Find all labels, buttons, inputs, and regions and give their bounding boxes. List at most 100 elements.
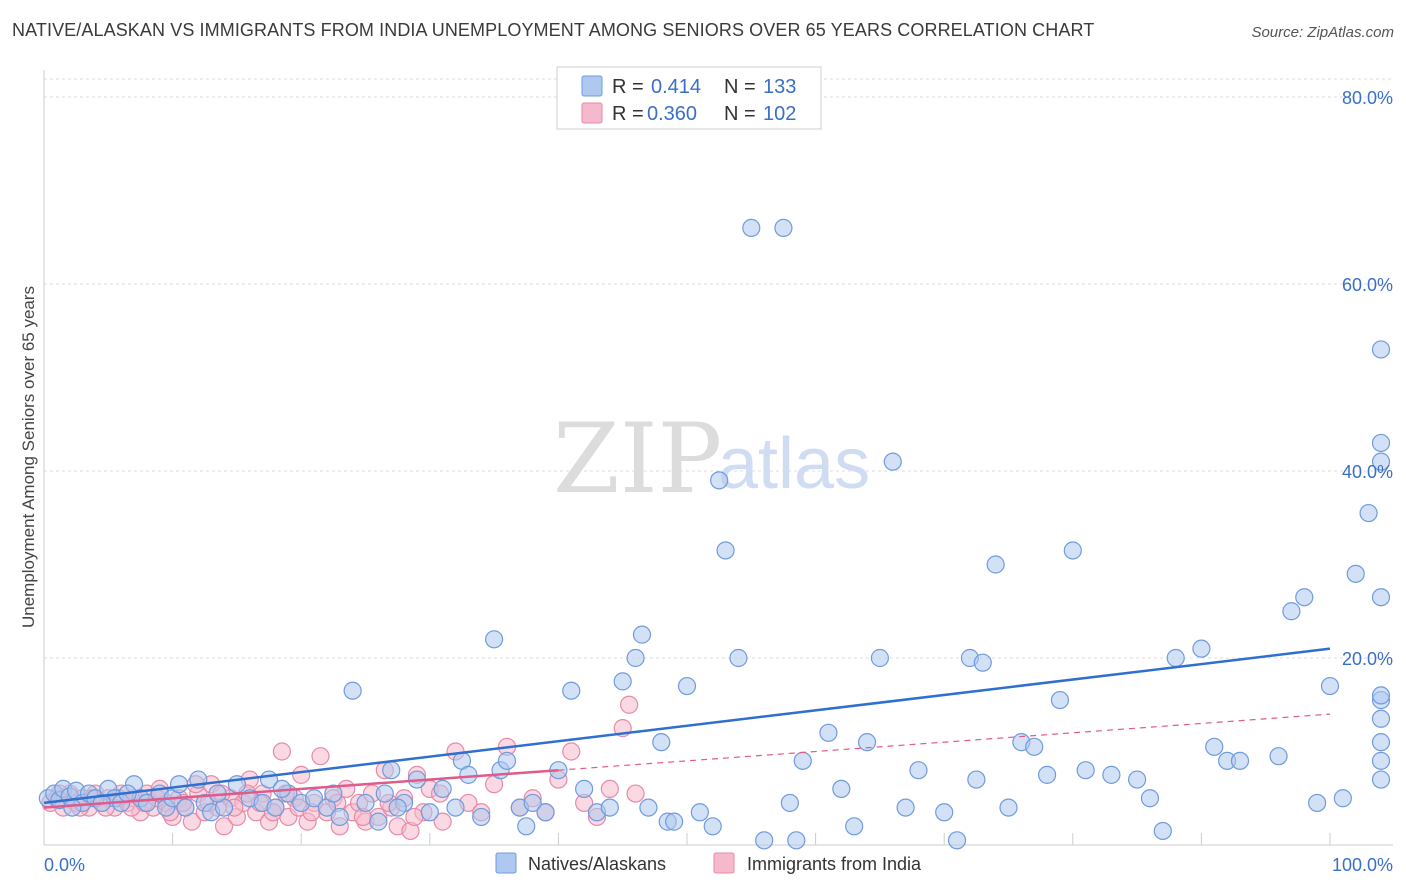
data-point-natives <box>1371 770 1391 789</box>
data-point-natives <box>433 779 452 799</box>
data-point-natives <box>1359 503 1378 523</box>
data-point-natives <box>632 625 652 644</box>
data-point-natives <box>755 831 774 850</box>
data-point-india <box>311 747 330 766</box>
data-point-natives <box>459 765 478 784</box>
data-point-natives <box>1140 789 1160 808</box>
data-point-natives <box>1320 676 1340 696</box>
data-point-natives <box>1037 765 1057 784</box>
watermark: ZIP atlas <box>553 403 870 515</box>
data-point-natives <box>703 817 722 836</box>
data-point-natives <box>575 779 594 799</box>
data-point-natives <box>375 784 394 803</box>
legend-swatch-pink <box>581 102 603 124</box>
data-point-natives <box>1308 793 1327 813</box>
y-tick-label: 20.0% <box>1342 649 1393 669</box>
data-point-natives <box>967 770 986 789</box>
data-point-india <box>626 784 645 803</box>
data-point-natives <box>1269 747 1288 766</box>
legend-row-india: R = 0.360 N = 102 <box>581 102 796 125</box>
data-point-natives <box>999 798 1018 817</box>
data-point-natives <box>1371 686 1391 705</box>
chart-source: Source: ZipAtlas.com <box>1251 24 1394 41</box>
watermark-zip: ZIP <box>553 403 722 515</box>
x-tick-label: 100.0% <box>1332 855 1393 875</box>
legend-swatch-blue <box>581 75 603 97</box>
legend-row-natives: R = 0.414 N = 133 <box>581 75 796 98</box>
data-point-natives <box>819 723 838 742</box>
data-point-natives <box>986 555 1005 574</box>
legend-r-value: 0.360 <box>647 103 697 125</box>
data-point-india <box>433 812 452 831</box>
data-point-natives <box>787 831 806 850</box>
data-point-natives <box>935 803 954 822</box>
data-point-natives <box>169 775 189 794</box>
data-point-natives <box>883 452 902 471</box>
data-point-natives <box>1371 751 1391 770</box>
legend-n-label: N = <box>724 76 756 98</box>
data-point-natives <box>1063 541 1082 560</box>
data-point-natives <box>716 541 735 560</box>
data-point-natives <box>1076 761 1095 780</box>
trend-lines <box>43 647 1331 809</box>
bottom-legend: Natives/Alaskans Immigrants from India <box>495 852 922 874</box>
data-point-natives <box>485 630 504 649</box>
data-point-natives <box>1371 733 1391 752</box>
data-point-natives <box>562 681 581 700</box>
data-point-natives <box>1371 433 1391 453</box>
data-point-natives <box>613 672 632 691</box>
data-point-natives <box>690 803 709 822</box>
data-point-natives <box>266 798 285 817</box>
data-point-natives <box>896 798 915 817</box>
data-point-natives <box>536 803 555 822</box>
watermark-atlas: atlas <box>718 424 870 504</box>
data-point-natives <box>1127 770 1147 789</box>
data-point-natives <box>1025 737 1044 756</box>
data-point-natives <box>1346 564 1365 583</box>
x-tick-labels: 0.0% 100.0% <box>44 855 1393 875</box>
data-point-natives <box>356 793 375 813</box>
data-point-natives <box>1102 765 1121 784</box>
data-point-natives <box>1371 452 1391 471</box>
data-point-natives <box>652 733 671 752</box>
data-point-natives <box>845 817 864 836</box>
y-tick-label: 40.0% <box>1342 462 1393 482</box>
data-point-india <box>272 742 292 761</box>
data-point-natives <box>324 784 343 803</box>
data-point-natives <box>832 779 851 799</box>
trend-line-india <box>43 768 559 809</box>
y-tick-label: 60.0% <box>1342 275 1393 295</box>
data-point-natives <box>304 789 324 808</box>
data-point-natives <box>639 798 658 817</box>
data-point-natives <box>1205 737 1224 756</box>
chart-title: NATIVE/ALASKAN VS IMMIGRANTS FROM INDIA … <box>12 20 1095 40</box>
data-point-natives <box>677 676 697 696</box>
data-point-natives <box>1282 602 1301 621</box>
data-point-natives <box>1371 709 1391 728</box>
axes <box>43 70 1393 846</box>
data-point-natives <box>63 798 82 817</box>
data-point-india <box>600 779 619 799</box>
data-point-india <box>214 817 234 836</box>
data-point-natives <box>793 751 812 770</box>
data-point-natives <box>523 793 542 813</box>
data-point-natives <box>857 733 877 752</box>
data-point-natives <box>1230 751 1250 770</box>
data-point-natives <box>1333 789 1352 808</box>
data-point-natives <box>780 793 799 813</box>
y-tick-label: 80.0% <box>1342 88 1393 108</box>
trend-line-india-extrapolated <box>558 713 1331 771</box>
data-point-natives <box>343 681 362 700</box>
x-tick-label: 0.0% <box>44 855 85 875</box>
y-tick-labels: 20.0% 40.0% 60.0% 80.0% <box>1342 88 1393 669</box>
data-point-natives <box>420 803 439 822</box>
data-point-natives <box>600 798 619 817</box>
legend-r-value: 0.414 <box>651 76 701 98</box>
data-point-natives <box>1192 639 1211 658</box>
data-point-natives <box>710 471 729 490</box>
data-point-natives <box>947 831 967 850</box>
trend-line-natives <box>43 647 1331 805</box>
data-point-natives <box>1371 340 1391 359</box>
y-axis-label: Unemployment Among Seniors over 65 years <box>19 286 38 628</box>
